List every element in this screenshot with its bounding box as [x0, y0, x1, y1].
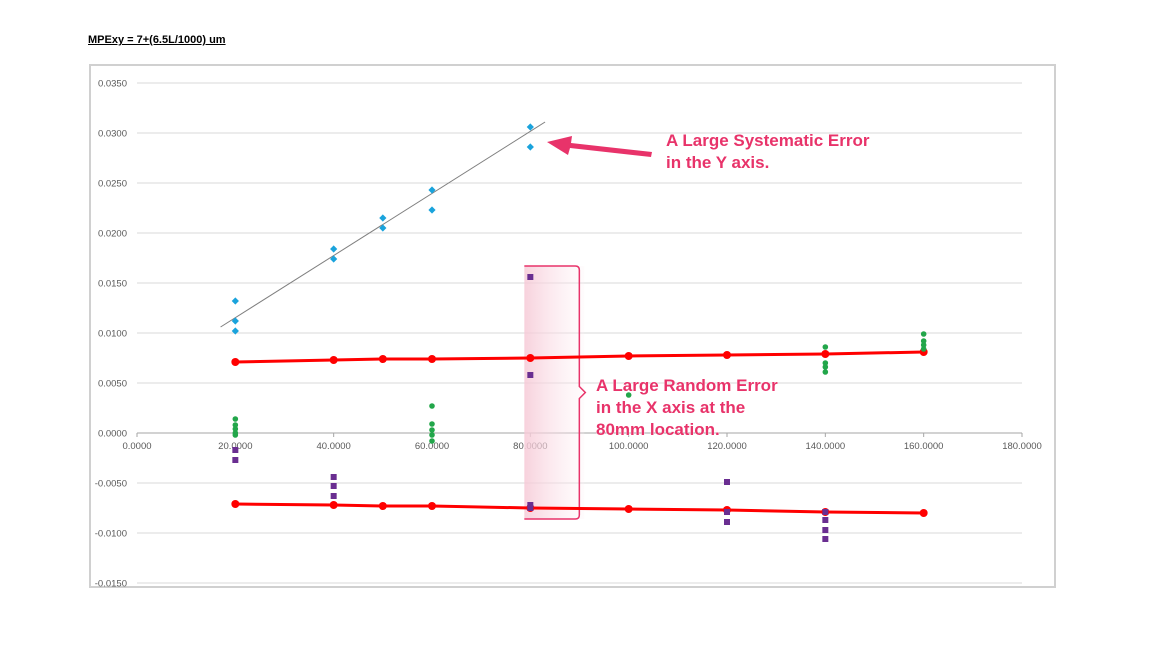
- y_axis_systematic-point: [330, 255, 338, 263]
- x_axis_random-point: [822, 527, 829, 533]
- upper_points-point: [920, 342, 927, 348]
- mpe_lower-point: [329, 501, 338, 509]
- y-tick-label: 0.0200: [98, 229, 127, 240]
- x_axis_random-point: [527, 505, 534, 511]
- mpe_upper-point: [723, 351, 731, 359]
- x_axis_random-point: [527, 372, 534, 378]
- upper_points-point: [429, 438, 435, 444]
- y-tick-label: 0.0100: [98, 329, 127, 340]
- upper_points-point: [920, 331, 927, 337]
- y_axis_systematic-point: [379, 224, 387, 232]
- bracket-80mm: [524, 265, 587, 520]
- y_axis_systematic-point: [330, 245, 338, 253]
- y_axis_systematic-point: [428, 186, 436, 194]
- mpe_lower-point: [624, 505, 633, 513]
- upper_points-point: [429, 421, 435, 427]
- x-tick-label: 120.0000: [707, 441, 747, 452]
- mpe_upper-point: [526, 354, 535, 362]
- x_axis_random-point: [724, 519, 730, 525]
- mpe_upper-point: [821, 350, 830, 358]
- y-tick-label: 0.0350: [98, 79, 127, 90]
- y-tick-label: 0.0250: [98, 179, 127, 190]
- mpe_upper-point: [378, 355, 387, 363]
- y-tick-label: -0.0100: [95, 529, 127, 540]
- upper_points-point: [429, 432, 435, 438]
- mpe_lower-point: [231, 500, 240, 508]
- x-tick-label: 20.0000: [218, 441, 252, 452]
- x_axis_random-point: [822, 536, 829, 542]
- annotation-random-text: 80mm location.: [596, 420, 720, 439]
- x_axis_random-point: [527, 274, 534, 280]
- x_axis_random-point: [822, 509, 829, 515]
- mpe_upper-point: [231, 358, 240, 366]
- y-tick-label: -0.0150: [95, 579, 127, 590]
- y_axis_systematic-point: [526, 143, 534, 151]
- upper_points-point: [625, 392, 632, 398]
- x_axis_random-point: [822, 517, 829, 523]
- upper_points-point: [429, 427, 435, 433]
- annotation-systematic-text: A Large Systematic Error: [666, 131, 870, 150]
- x-tick-label: 160.0000: [904, 441, 944, 452]
- y_axis_systematic-point: [428, 206, 436, 214]
- annotation-systematic-text: in the Y axis.: [666, 153, 769, 172]
- y-tick-label: -0.0050: [95, 479, 127, 490]
- upper_points-point: [232, 422, 239, 428]
- x_axis_random-point: [724, 479, 730, 485]
- x_axis_random-point: [232, 457, 239, 463]
- annotation-arrow: [547, 136, 652, 157]
- upper_points-point: [232, 426, 239, 432]
- upper_points-point: [232, 432, 239, 438]
- y_axis_systematic-point: [231, 317, 239, 325]
- annotation-random-text: in the X axis at the: [596, 398, 745, 417]
- mpe_upper-point: [624, 352, 633, 360]
- y-tick-label: 0.0150: [98, 279, 127, 290]
- mpe_upper-point: [329, 356, 338, 364]
- y-tick-label: 0.0000: [98, 429, 127, 440]
- x-tick-label: 180.0000: [1002, 441, 1042, 452]
- x_axis_random-point: [330, 474, 337, 480]
- highlight-band-80mm: [524, 266, 585, 519]
- upper_points-point: [822, 369, 829, 375]
- x-tick-label: 60.0000: [415, 441, 449, 452]
- upper_points-point: [822, 364, 829, 370]
- upper_points-point: [822, 360, 829, 366]
- x_axis_random-point: [724, 509, 730, 515]
- x-tick-label: 140.0000: [806, 441, 846, 452]
- mpe_lower-point: [428, 502, 436, 510]
- y_axis_systematic-point: [231, 297, 239, 305]
- x_axis_random-point: [232, 447, 239, 453]
- upper_points-point: [920, 346, 927, 352]
- x_axis_random-point: [330, 493, 337, 499]
- y_axis_systematic-point: [231, 327, 239, 335]
- x_axis_random-point: [330, 483, 337, 489]
- upper_points-point: [920, 338, 927, 344]
- mpe_upper-point: [428, 355, 436, 363]
- mpe_lower-point: [378, 502, 387, 510]
- y_axis_systematic-point: [526, 123, 534, 131]
- x-tick-label: 40.0000: [316, 441, 350, 452]
- upper_points-point: [429, 403, 435, 409]
- y_axis_systematic-point: [379, 214, 387, 222]
- annotation-random-text: A Large Random Error: [596, 376, 778, 395]
- x-tick-label: 0.0000: [122, 441, 151, 452]
- upper_points-point: [232, 416, 239, 422]
- mpe_lower-point: [919, 509, 928, 517]
- y-tick-label: 0.0050: [98, 379, 127, 390]
- x-tick-label: 100.0000: [609, 441, 649, 452]
- chart-formula-title: MPExy = 7+(6.5L/1000) um: [88, 34, 226, 46]
- upper_points-point: [822, 344, 829, 350]
- y-tick-label: 0.0300: [98, 129, 127, 140]
